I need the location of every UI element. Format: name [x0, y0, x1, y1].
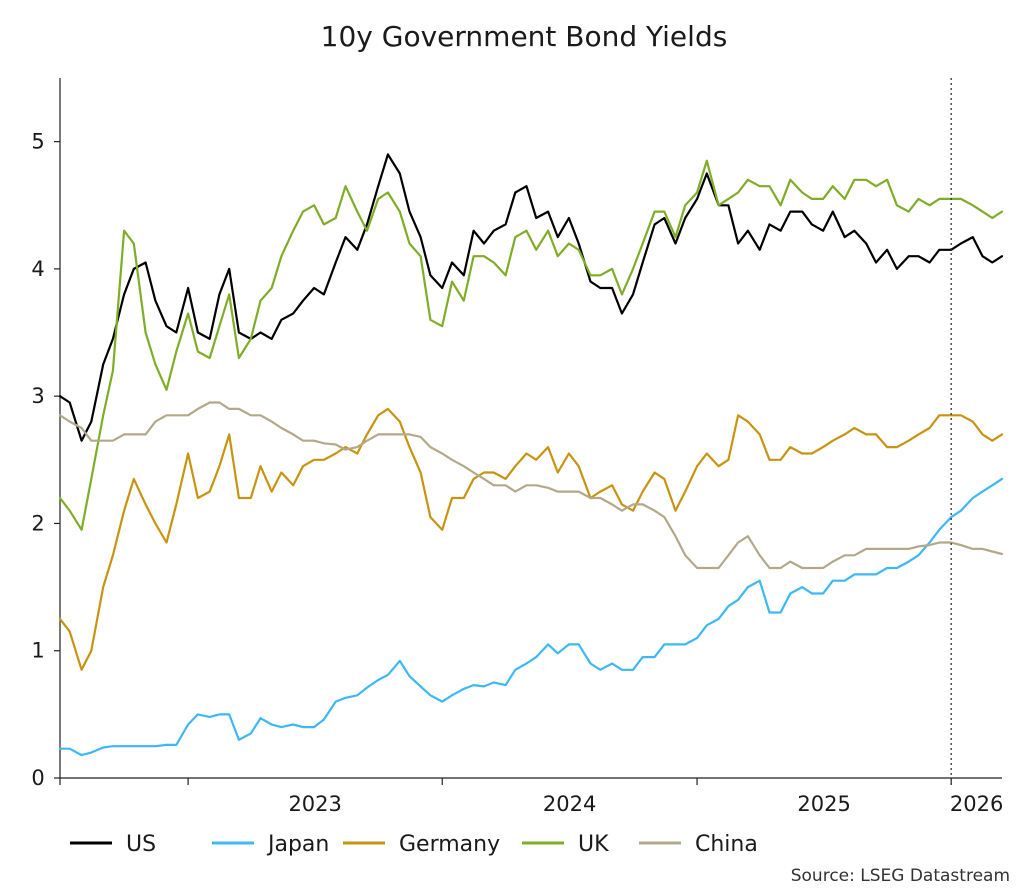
x-tick-label: 2023: [288, 792, 341, 816]
legend-label-uk: UK: [578, 832, 609, 857]
legend-label-japan: Japan: [266, 832, 329, 857]
legend: US Japan Germany UK China: [70, 832, 758, 857]
x-tick-label: 2024: [543, 792, 596, 816]
y-tick-label: 5: [31, 130, 44, 154]
y-tick-label: 1: [31, 639, 44, 663]
series-layer: [58, 153, 1004, 757]
series-line-uk: [58, 159, 1004, 531]
x-tick-label: 2026: [950, 792, 1003, 816]
y-tick-label: 4: [31, 257, 44, 281]
y-tick-label: 3: [31, 384, 44, 408]
y-axis: 0 1 2 3 4 5: [31, 78, 61, 790]
series-line-japan: [58, 477, 1004, 757]
x-tick-label: 2025: [797, 792, 850, 816]
legend-label-germany: Germany: [399, 832, 500, 857]
legend-label-us: US: [126, 832, 156, 857]
x-axis: 2023 2024 2025 2026: [59, 777, 1003, 816]
series-line-us: [58, 153, 1004, 442]
y-tick-label: 0: [31, 766, 44, 790]
y-tick-label: 2: [31, 511, 44, 535]
series-line-china: [58, 401, 1004, 570]
chart-title: 10y Government Bond Yields: [321, 20, 728, 53]
legend-label-china: China: [695, 832, 758, 857]
series-line-germany: [58, 407, 1004, 671]
source-note: Source: LSEG Datastream: [791, 866, 1010, 886]
